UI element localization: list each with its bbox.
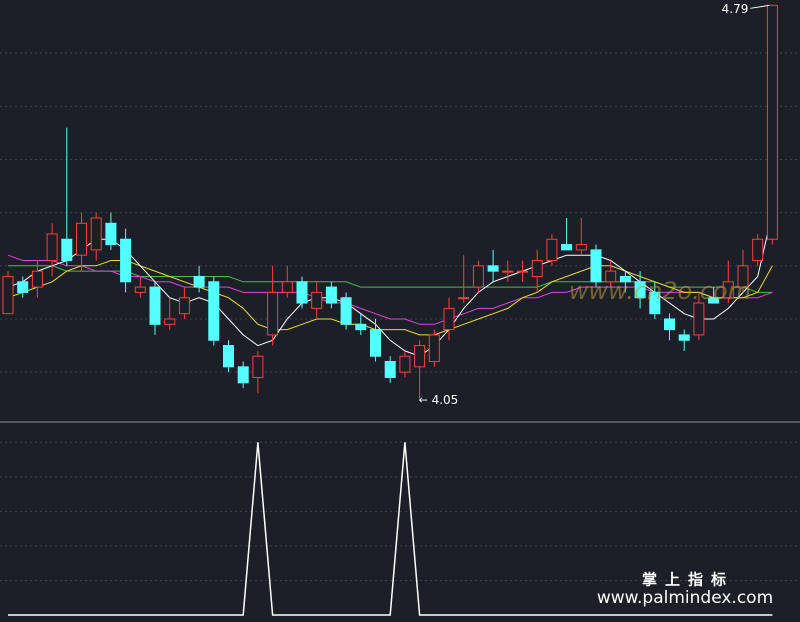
candle-body: [2, 275, 14, 315]
candle-body: [355, 323, 367, 331]
candle-body: [575, 244, 587, 251]
indicator-line: [8, 442, 773, 616]
moving-average: [7, 260, 773, 336]
low-label: 4.05: [432, 393, 459, 407]
candle-body: [502, 270, 514, 273]
candle-body: [399, 355, 411, 373]
high-label: 4.79: [722, 2, 749, 16]
watermark: www.cn2o.com: [569, 277, 751, 305]
candle-body: [517, 270, 528, 273]
candle-body: [281, 281, 293, 293]
watermark: 掌上指标: [642, 571, 734, 589]
candle-body: [61, 238, 73, 262]
candle-body: [737, 265, 749, 288]
candle-body: [223, 345, 234, 368]
candle-body: [17, 281, 29, 293]
candle-body: [120, 238, 132, 283]
watermark: www.palmindex.com: [597, 588, 773, 608]
candle-body: [693, 302, 705, 336]
candle-body: [76, 222, 87, 256]
candle-body: [149, 286, 161, 325]
candle-body: [178, 297, 190, 315]
candle-body: [678, 334, 690, 341]
candle-body: [561, 244, 573, 251]
candle-body: [164, 318, 176, 325]
candle-body: [193, 275, 205, 288]
candle-body: [237, 366, 249, 384]
candle-body: [752, 238, 764, 262]
candle-body: [590, 249, 602, 283]
candle-body: [90, 217, 102, 251]
candle-body: [487, 265, 499, 272]
candle-body: [296, 281, 308, 304]
candle-body: [325, 286, 337, 304]
candle-body: [252, 355, 264, 378]
candle-body: [649, 291, 661, 315]
annotation-arrow: [750, 4, 770, 9]
candle-body: [664, 318, 675, 331]
candle-body: [384, 361, 396, 378]
candle-body: [443, 307, 455, 331]
candle-body: [605, 270, 617, 283]
candle-body: [619, 275, 631, 283]
candle-body: [766, 4, 778, 240]
candle-body: [208, 281, 220, 341]
candle-body: [531, 260, 543, 277]
candle-body: [267, 291, 279, 336]
candle-body: [134, 286, 146, 293]
annotation-arrow: ←: [419, 394, 428, 407]
candle-body: [46, 233, 58, 262]
candle-body: [458, 297, 470, 300]
candle-body: [428, 334, 440, 363]
candle-body: [311, 291, 323, 309]
candle-body: [546, 238, 558, 262]
candle-body: [722, 281, 734, 299]
candle-body: [31, 270, 43, 288]
candle-body: [105, 222, 117, 246]
candle-body: [708, 297, 720, 304]
candle-body: [414, 345, 426, 368]
candle-body: [634, 281, 646, 299]
candle-body: [472, 265, 484, 288]
candle-body: [340, 297, 352, 325]
candle-body: [370, 329, 381, 357]
